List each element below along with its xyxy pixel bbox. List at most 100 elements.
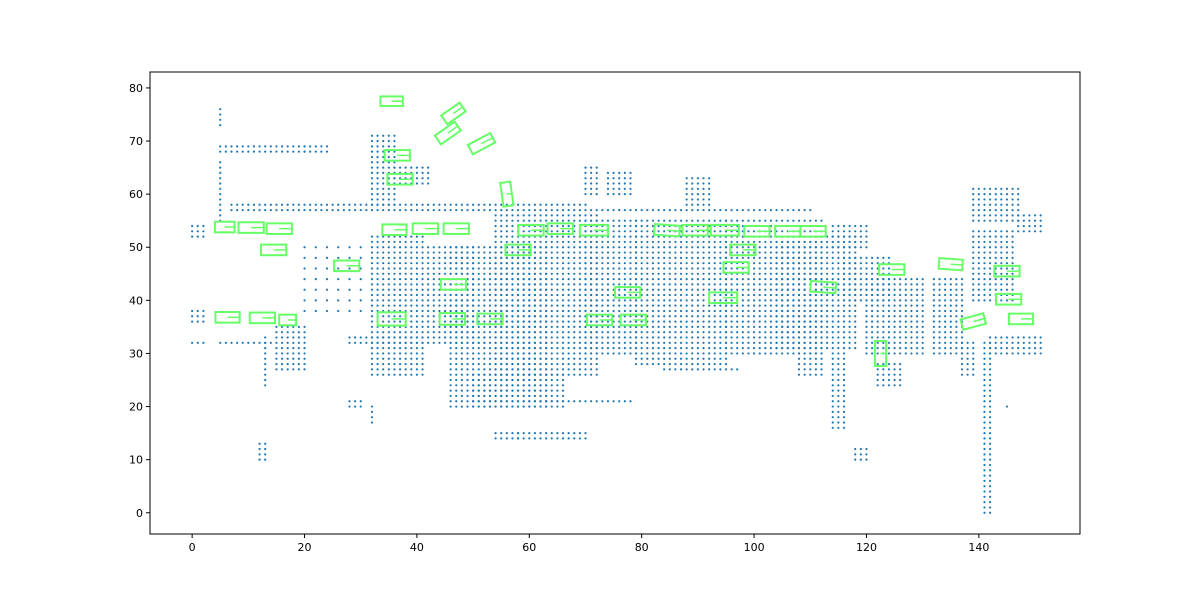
- data-point: [803, 288, 806, 291]
- data-point: [331, 203, 334, 206]
- data-point: [410, 357, 413, 360]
- data-point: [584, 283, 587, 286]
- data-point: [747, 256, 750, 259]
- data-point: [966, 341, 969, 344]
- data-point: [455, 267, 458, 270]
- data-point: [415, 166, 419, 169]
- data-point: [1039, 224, 1042, 228]
- data-point: [708, 336, 711, 339]
- data-point: [545, 267, 548, 270]
- data-point: [314, 278, 317, 281]
- data-point: [516, 262, 520, 265]
- data-point: [893, 336, 896, 339]
- data-point: [814, 357, 817, 360]
- data-point: [500, 208, 503, 212]
- data-point: [651, 309, 655, 313]
- data-point: [460, 203, 463, 206]
- data-point: [634, 336, 638, 339]
- data-point: [758, 246, 761, 249]
- data-point: [595, 368, 598, 371]
- data-point: [983, 278, 986, 281]
- data-point: [1005, 208, 1009, 212]
- data-point: [1017, 193, 1020, 196]
- data-point: [949, 315, 952, 318]
- data-point: [854, 256, 857, 259]
- axes-frame: [149, 71, 1081, 535]
- data-point: [1028, 230, 1031, 233]
- data-point: [472, 203, 475, 206]
- data-point: [803, 373, 806, 376]
- data-point: [410, 272, 413, 275]
- data-point: [651, 262, 655, 265]
- data-point: [691, 272, 694, 275]
- data-point: [837, 272, 840, 275]
- data-point: [747, 240, 750, 244]
- data-point: [831, 384, 834, 387]
- data-point: [893, 293, 896, 297]
- data-point: [432, 272, 435, 275]
- data-point: [443, 208, 447, 212]
- data-point: [854, 347, 857, 350]
- data-point: [826, 283, 829, 286]
- data-point: [376, 352, 379, 355]
- data-point: [539, 389, 542, 392]
- data-point: [719, 352, 722, 355]
- data-point: [427, 171, 430, 174]
- data-point: [719, 230, 722, 233]
- data-point: [910, 278, 913, 281]
- data-point: [1022, 347, 1025, 350]
- data-point: [646, 235, 649, 238]
- data-point: [387, 299, 390, 302]
- data-point: [634, 331, 638, 334]
- data-point: [955, 336, 958, 339]
- data-point: [573, 240, 576, 244]
- data-point: [561, 214, 565, 217]
- data-point: [904, 336, 907, 339]
- data-point: [938, 299, 941, 302]
- data-point: [578, 368, 581, 371]
- data-point: [443, 336, 447, 339]
- data-point: [483, 293, 486, 297]
- data-point: [415, 182, 419, 185]
- data-point: [646, 304, 649, 307]
- data-point: [803, 251, 806, 254]
- data-point: [516, 288, 520, 291]
- data-point: [696, 256, 699, 259]
- data-point: [741, 325, 744, 328]
- data-point: [1011, 251, 1014, 254]
- data-point: [842, 394, 846, 398]
- data-point: [679, 240, 683, 244]
- data-point: [657, 262, 660, 265]
- data-point: [387, 304, 390, 307]
- data-point: [511, 224, 514, 228]
- data-point: [264, 442, 267, 445]
- data-point: [837, 246, 840, 249]
- data-point: [646, 246, 649, 249]
- data-point: [1011, 352, 1014, 355]
- data-point: [297, 208, 301, 212]
- data-point: [511, 214, 514, 217]
- data-point: [561, 272, 565, 275]
- data-point: [584, 347, 587, 350]
- data-point: [533, 325, 537, 328]
- data-point: [601, 293, 604, 297]
- data-point: [387, 373, 390, 376]
- data-point: [1011, 193, 1014, 196]
- data-point: [691, 320, 694, 323]
- data-point: [573, 293, 576, 297]
- data-point: [505, 278, 508, 281]
- data-point: [663, 219, 666, 222]
- data-point: [691, 352, 694, 355]
- data-point: [477, 400, 480, 403]
- data-point: [629, 283, 632, 286]
- data-point: [264, 341, 267, 344]
- data-point: [618, 325, 621, 328]
- data-point: [516, 293, 520, 297]
- box-outline: [729, 243, 757, 257]
- data-point: [561, 293, 565, 297]
- data-point: [393, 368, 396, 371]
- data-point: [533, 299, 537, 302]
- data-point: [382, 288, 385, 291]
- data-point: [775, 208, 778, 212]
- data-point: [708, 203, 711, 206]
